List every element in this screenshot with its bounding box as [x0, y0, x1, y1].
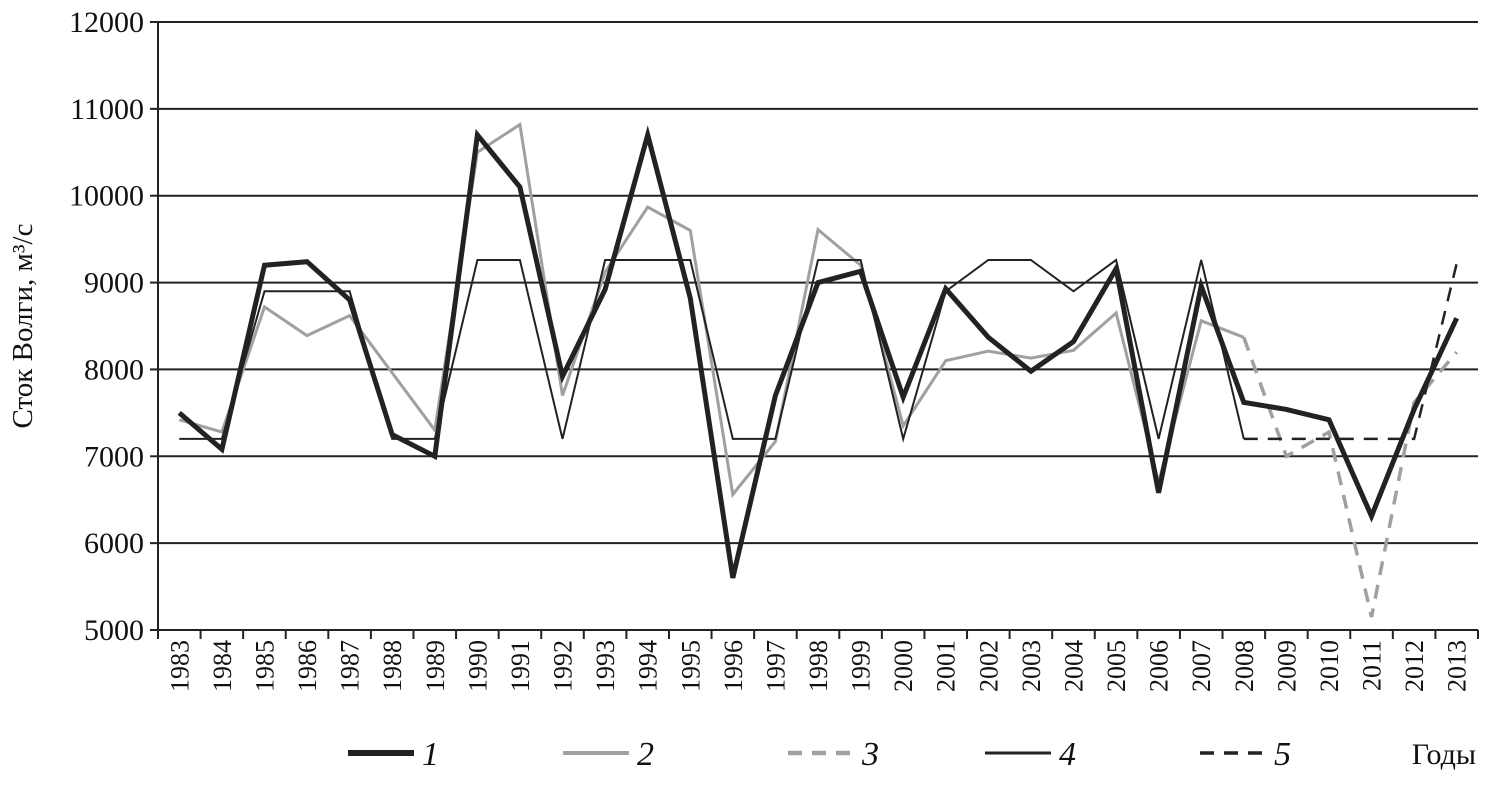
y-tick-label: 7000	[84, 440, 144, 473]
y-tick-label: 8000	[84, 353, 144, 386]
series-line-5	[1243, 263, 1458, 441]
y-tick-label: 12000	[69, 6, 144, 39]
legend-label-1: 1	[422, 736, 439, 773]
x-tick-label: 2001	[932, 640, 961, 692]
y-axis-ticks: 5000 6000 7000 8000 9000 10000 11000 12000	[69, 6, 158, 647]
legend-label-4: 4	[1059, 736, 1076, 773]
x-tick-label: 1987	[336, 640, 365, 692]
x-tick-label: 1993	[591, 640, 620, 692]
x-tick-label: 2010	[1315, 640, 1344, 692]
x-tick-label: 1994	[634, 640, 663, 692]
series-line-3	[1242, 336, 1459, 618]
series-lines	[177, 121, 1459, 618]
y-tick-label: 5000	[84, 614, 144, 647]
x-tick-label: 2009	[1272, 640, 1301, 692]
x-tick-label: 2008	[1230, 640, 1259, 692]
x-tick-label: 1984	[208, 640, 237, 692]
x-tick-label: 2003	[1017, 640, 1046, 692]
x-tick-label: 1988	[378, 640, 407, 692]
legend-label-5: 5	[1274, 736, 1291, 773]
x-tick-label: 2005	[1102, 640, 1131, 692]
y-tick-label: 9000	[84, 267, 144, 300]
x-tick-label: 1992	[549, 640, 578, 692]
x-tick-label: 2006	[1145, 640, 1174, 692]
x-tick-label: 2002	[974, 640, 1003, 692]
x-tick-label: 2004	[1059, 640, 1088, 692]
x-tick-label: 2012	[1400, 640, 1429, 692]
legend-label-2: 2	[637, 736, 654, 773]
y-tick-label: 6000	[84, 527, 144, 560]
y-axis-label: Сток Волги, м³/с	[7, 224, 39, 429]
y-tick-label: 11000	[70, 93, 144, 126]
x-tick-label: 1997	[761, 640, 790, 692]
x-tick-label: 1991	[506, 640, 535, 692]
x-tick-label: 1995	[676, 640, 705, 692]
x-tick-label: 1996	[719, 640, 748, 692]
x-tick-label: 1998	[804, 640, 833, 692]
x-tick-label: 1985	[250, 640, 279, 692]
x-tick-label: 1986	[293, 640, 322, 692]
x-tick-label: 2000	[889, 640, 918, 692]
legend: 1 2 3 4 5 Годы	[348, 736, 1476, 773]
x-tick-label: 1983	[165, 640, 194, 692]
x-tick-label: 2007	[1187, 640, 1216, 692]
y-tick-label: 10000	[69, 180, 144, 213]
series-line-1	[177, 125, 1459, 579]
x-tick-label: 1990	[463, 640, 492, 692]
x-tick-label: 1989	[421, 640, 450, 692]
x-axis: 1983 1984 1985 1986 1987 1988 1989 1990 1991 1992…	[157, 22, 1479, 692]
series-line-4	[179, 258, 1245, 443]
x-tick-label: 2011	[1358, 640, 1387, 691]
x-tick-label: 1999	[847, 640, 876, 692]
x-axis-label: Годы	[1412, 738, 1476, 771]
legend-label-3: 3	[861, 736, 879, 773]
x-tick-label: 2013	[1443, 640, 1472, 692]
